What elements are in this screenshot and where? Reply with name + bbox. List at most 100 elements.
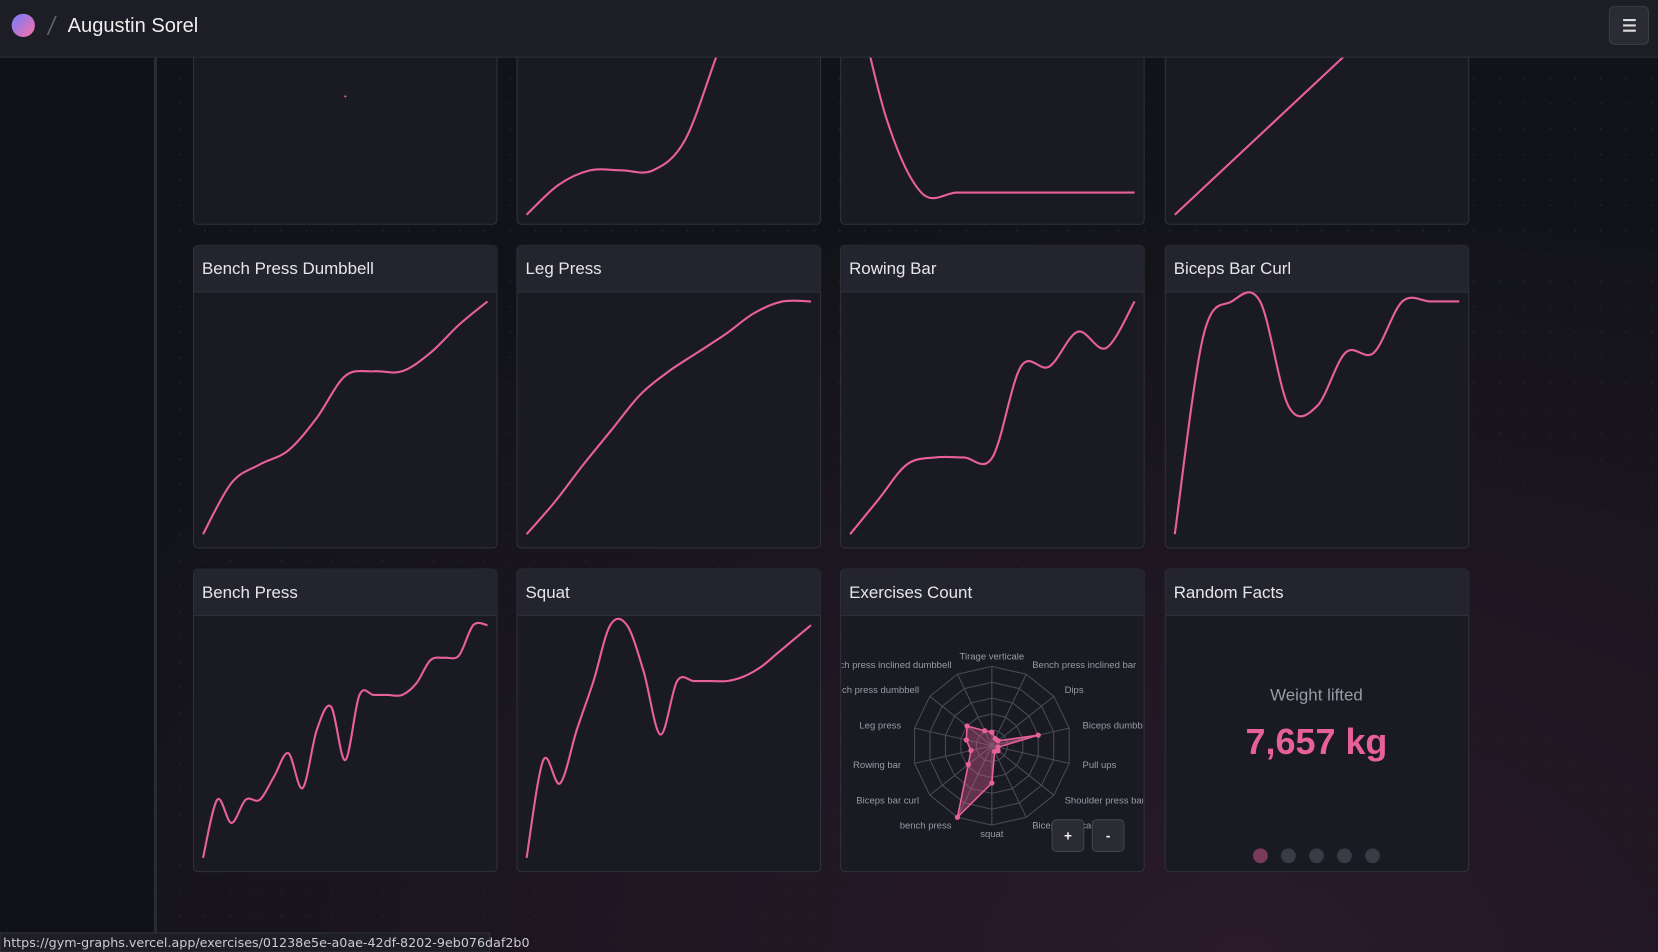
radar-point: [968, 747, 974, 754]
card-title: Squat: [526, 583, 570, 602]
trend-line: [525, 617, 812, 859]
card-header: [517, 245, 821, 292]
radar-spoke: [914, 745, 992, 764]
zoom-button-box: [1051, 819, 1085, 853]
header-bar: [0, 0, 1658, 58]
menu-icon: [1623, 19, 1636, 32]
radar-spoke: [914, 727, 992, 747]
header: Augustin Sorel: [0, 0, 1658, 58]
trend-line: [525, 299, 812, 535]
card-title: Random Facts: [1174, 583, 1284, 602]
page-dot[interactable]: [1253, 848, 1268, 864]
radar-spoke: [956, 745, 993, 818]
radar-point: [981, 728, 988, 734]
radar-label: Shoulder press bar: [1065, 796, 1145, 807]
card-title: Bench Press: [202, 583, 298, 602]
zoom-button-label: -: [1106, 828, 1111, 843]
page-dot[interactable]: [1365, 848, 1380, 864]
radar-point: [965, 761, 971, 768]
separator: [46, 15, 57, 36]
menu-button[interactable]: [1608, 5, 1650, 45]
card: Random Facts Weight lifted 7,657 kg: [1164, 568, 1470, 873]
zoom-button-label: +: [1064, 828, 1072, 843]
card-box: [192, 244, 498, 549]
card[interactable]: Rowing Bar: [840, 244, 1145, 549]
sidebar: [0, 0, 155, 952]
status-bar: https://gym-graphs.vercel.app/exercises/…: [0, 932, 530, 952]
card-title: Rowing Bar: [849, 259, 937, 278]
card[interactable]: Biceps Bar Curl: [1164, 244, 1470, 549]
card-header: [194, 569, 497, 616]
radar-point: [1035, 732, 1041, 738]
radar-label: Bench press inclined bar: [1032, 660, 1136, 671]
radar-label: ch press inclined dumbbell: [840, 660, 952, 671]
card[interactable]: Bench Press Dumbbell: [192, 244, 498, 549]
radar-label: Biceps bar curl: [856, 796, 919, 807]
radar-spoke: [956, 674, 993, 746]
radar-label: squat: [980, 829, 1004, 840]
radar-spoke: [991, 745, 1055, 796]
zoom-button[interactable]: -: [1091, 819, 1125, 853]
radar-point: [991, 748, 998, 755]
radar-point: [989, 729, 995, 735]
radar-label: Rowing bar: [853, 760, 901, 771]
card-header: [194, 245, 497, 292]
trend-line: [525, 0, 738, 216]
radar-point: [995, 738, 1001, 744]
card[interactable]: Squat: [516, 568, 822, 873]
radar-label: Tirage verticale: [960, 651, 1025, 662]
radar-spoke: [929, 695, 993, 747]
radar-label: bench press: [900, 820, 952, 831]
card[interactable]: Leg Press: [516, 244, 822, 549]
page-dot[interactable]: [1281, 848, 1296, 864]
radar-spoke: [991, 745, 1070, 764]
radar-label: Dips: [1065, 685, 1084, 696]
radar-spoke: [991, 745, 1027, 818]
radar-spoke: [991, 674, 1027, 746]
radar-point: [954, 814, 961, 820]
radar-spoke: [991, 695, 1055, 747]
card-title: Bench Press Dumbbell: [202, 259, 374, 278]
status-url: https://gym-graphs.vercel.app/exercises/…: [3, 935, 529, 950]
radar-label: Leg press: [859, 720, 901, 731]
status-box: [0, 932, 491, 952]
zoom-button[interactable]: +: [1051, 819, 1085, 853]
zoom-button-box: [1091, 819, 1125, 853]
trend-line: [202, 300, 489, 535]
page-dot[interactable]: [1337, 848, 1352, 864]
fact-label: Weight lifted: [1270, 685, 1363, 704]
trend-line: [1174, 0, 1406, 216]
data-point: [344, 95, 347, 98]
user-name[interactable]: Augustin Sorel: [68, 15, 199, 37]
card-header: [841, 245, 1145, 292]
fact-value: 7,657 kg: [1246, 721, 1388, 762]
radar: Tirage verticale Bench press inclined bar…: [837, 651, 1148, 840]
card-header: [841, 569, 1145, 616]
card: Exercises Count Tirage verticale Bench pre…: [837, 568, 1148, 873]
logo[interactable]: [11, 13, 35, 38]
content: Bench Press Dumbbell Leg Press Rowing Bar B…: [192, 0, 1470, 873]
radar-spoke: [929, 745, 993, 796]
radar-point: [964, 723, 970, 729]
card-title: Exercises Count: [849, 583, 972, 602]
trend-line: [1173, 291, 1460, 535]
radar-point: [963, 737, 969, 743]
radar-label: Biceps dumbbe: [1083, 720, 1148, 731]
card-header: [517, 569, 821, 616]
card-box: [1164, 244, 1470, 549]
card-header: [1165, 569, 1469, 616]
trend-line: [849, 300, 1136, 535]
trend-line: [856, 0, 1135, 200]
card[interactable]: Bench Press: [192, 568, 498, 873]
trend-line: [201, 621, 488, 859]
radar-label: nch press dumbbell: [837, 685, 919, 696]
card-title: Leg Press: [526, 259, 602, 278]
card-header: [1165, 245, 1469, 292]
card-box: [516, 244, 822, 549]
page-dot[interactable]: [1309, 848, 1324, 864]
radar-label: Pull ups: [1083, 760, 1117, 771]
card-title: Biceps Bar Curl: [1174, 259, 1291, 278]
